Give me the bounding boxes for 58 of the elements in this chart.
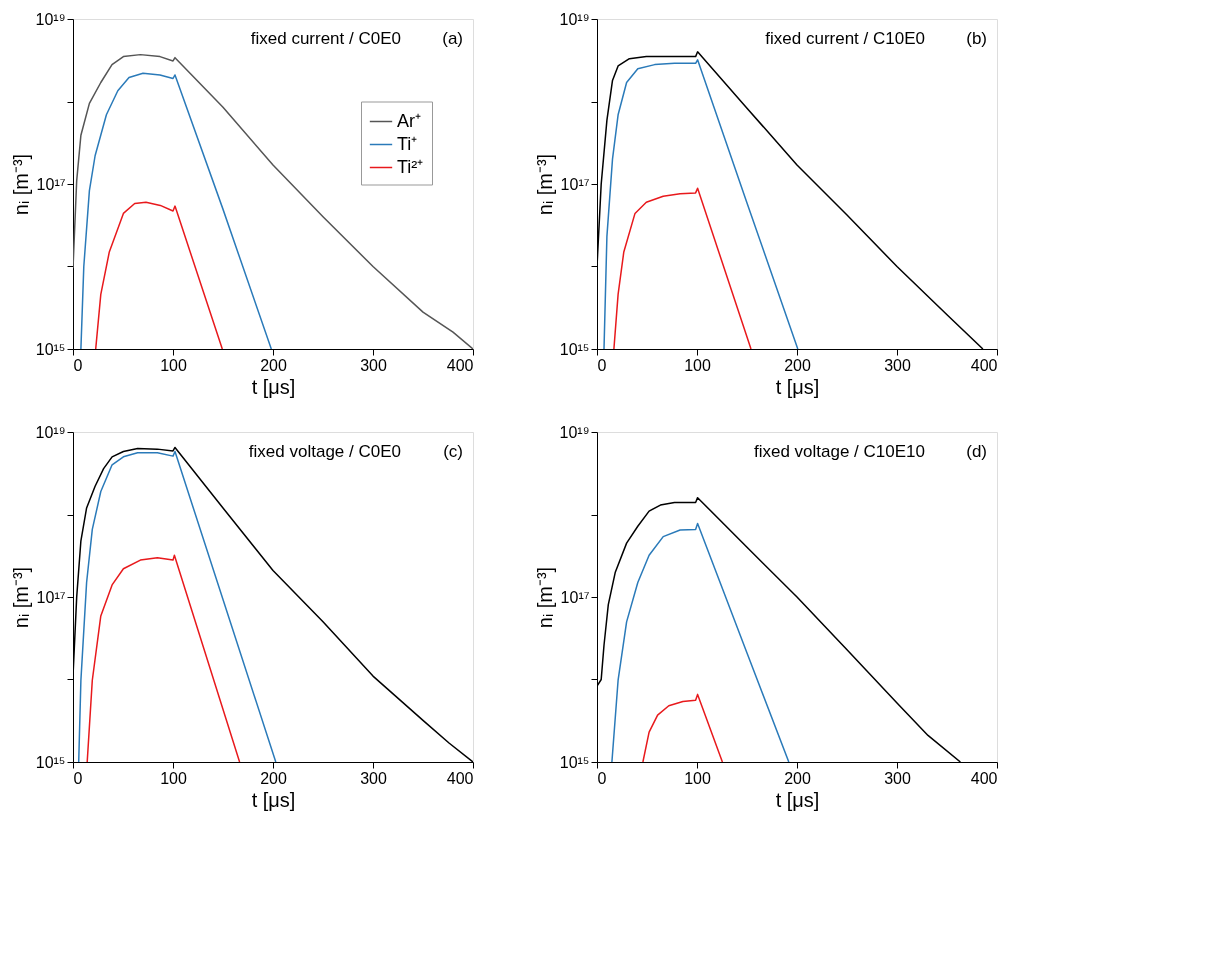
annotation: (b) [966, 29, 987, 48]
line-series [611, 522, 790, 762]
line-series [80, 72, 273, 349]
x-tick-label: 100 [684, 356, 711, 374]
line-series [613, 187, 752, 349]
x-tick-label: 400 [970, 356, 998, 374]
y-tick-label: 10¹⁹ [559, 423, 590, 441]
x-tick-label: 100 [160, 769, 187, 787]
x-tick-label: 0 [597, 769, 607, 787]
y-axis-title: nᵢ [m⁻³] [533, 566, 556, 629]
x-tick-label: 200 [784, 769, 811, 787]
x-tick-label: 100 [684, 769, 711, 787]
x-tick-label: 100 [160, 356, 187, 374]
x-tick-label: 400 [446, 356, 474, 374]
y-tick-label: 10¹⁷ [36, 588, 66, 606]
x-tick-label: 0 [597, 356, 607, 374]
y-tick-label: 10¹⁵ [35, 340, 66, 358]
line-series [642, 693, 724, 762]
y-tick-label: 10¹⁷ [560, 588, 590, 606]
x-tick-label: 300 [360, 769, 387, 787]
x-tick-label: 400 [446, 769, 474, 787]
line-series [94, 201, 224, 349]
y-axis-title: nᵢ [m⁻³] [9, 566, 32, 629]
x-tick-label: 200 [260, 356, 287, 374]
y-tick-label: 10¹⁵ [559, 340, 590, 358]
annotation: fixed voltage / C0E0 [248, 442, 401, 461]
legend-label: Ti²⁺ [397, 156, 424, 177]
x-axis-title: t [μs] [251, 788, 296, 811]
y-tick-label: 10¹⁵ [559, 753, 590, 771]
annotation: fixed current / C10E0 [765, 29, 925, 48]
x-axis-title: t [μs] [251, 375, 296, 398]
annotation: (d) [966, 442, 987, 461]
x-tick-label: 300 [884, 769, 911, 787]
y-tick-label: 10¹⁷ [560, 175, 590, 193]
x-tick-label: 300 [360, 356, 387, 374]
x-tick-label: 200 [260, 769, 287, 787]
x-tick-label: 0 [73, 769, 83, 787]
x-tick-label: 0 [73, 356, 83, 374]
legend-label: Ar⁺ [397, 110, 421, 131]
annotation: fixed current / C0E0 [250, 29, 401, 48]
line-series [603, 59, 799, 349]
x-tick-label: 200 [784, 356, 811, 374]
annotation: (a) [442, 29, 463, 48]
annotation: (c) [443, 442, 463, 461]
x-axis-title: t [μs] [775, 788, 820, 811]
y-tick-label: 10¹⁹ [35, 10, 66, 28]
y-axis-title: nᵢ [m⁻³] [9, 153, 32, 216]
y-tick-label: 10¹⁹ [559, 10, 590, 28]
line-series [86, 554, 241, 762]
legend-label: Ti⁺ [397, 133, 418, 154]
y-axis-title: nᵢ [m⁻³] [533, 153, 556, 216]
x-axis-title: t [μs] [775, 375, 820, 398]
y-tick-label: 10¹⁵ [35, 753, 66, 771]
x-tick-label: 400 [970, 769, 998, 787]
y-tick-label: 10¹⁹ [35, 423, 66, 441]
x-tick-label: 300 [884, 356, 911, 374]
y-tick-label: 10¹⁷ [36, 175, 66, 193]
annotation: fixed voltage / C10E10 [753, 442, 925, 461]
